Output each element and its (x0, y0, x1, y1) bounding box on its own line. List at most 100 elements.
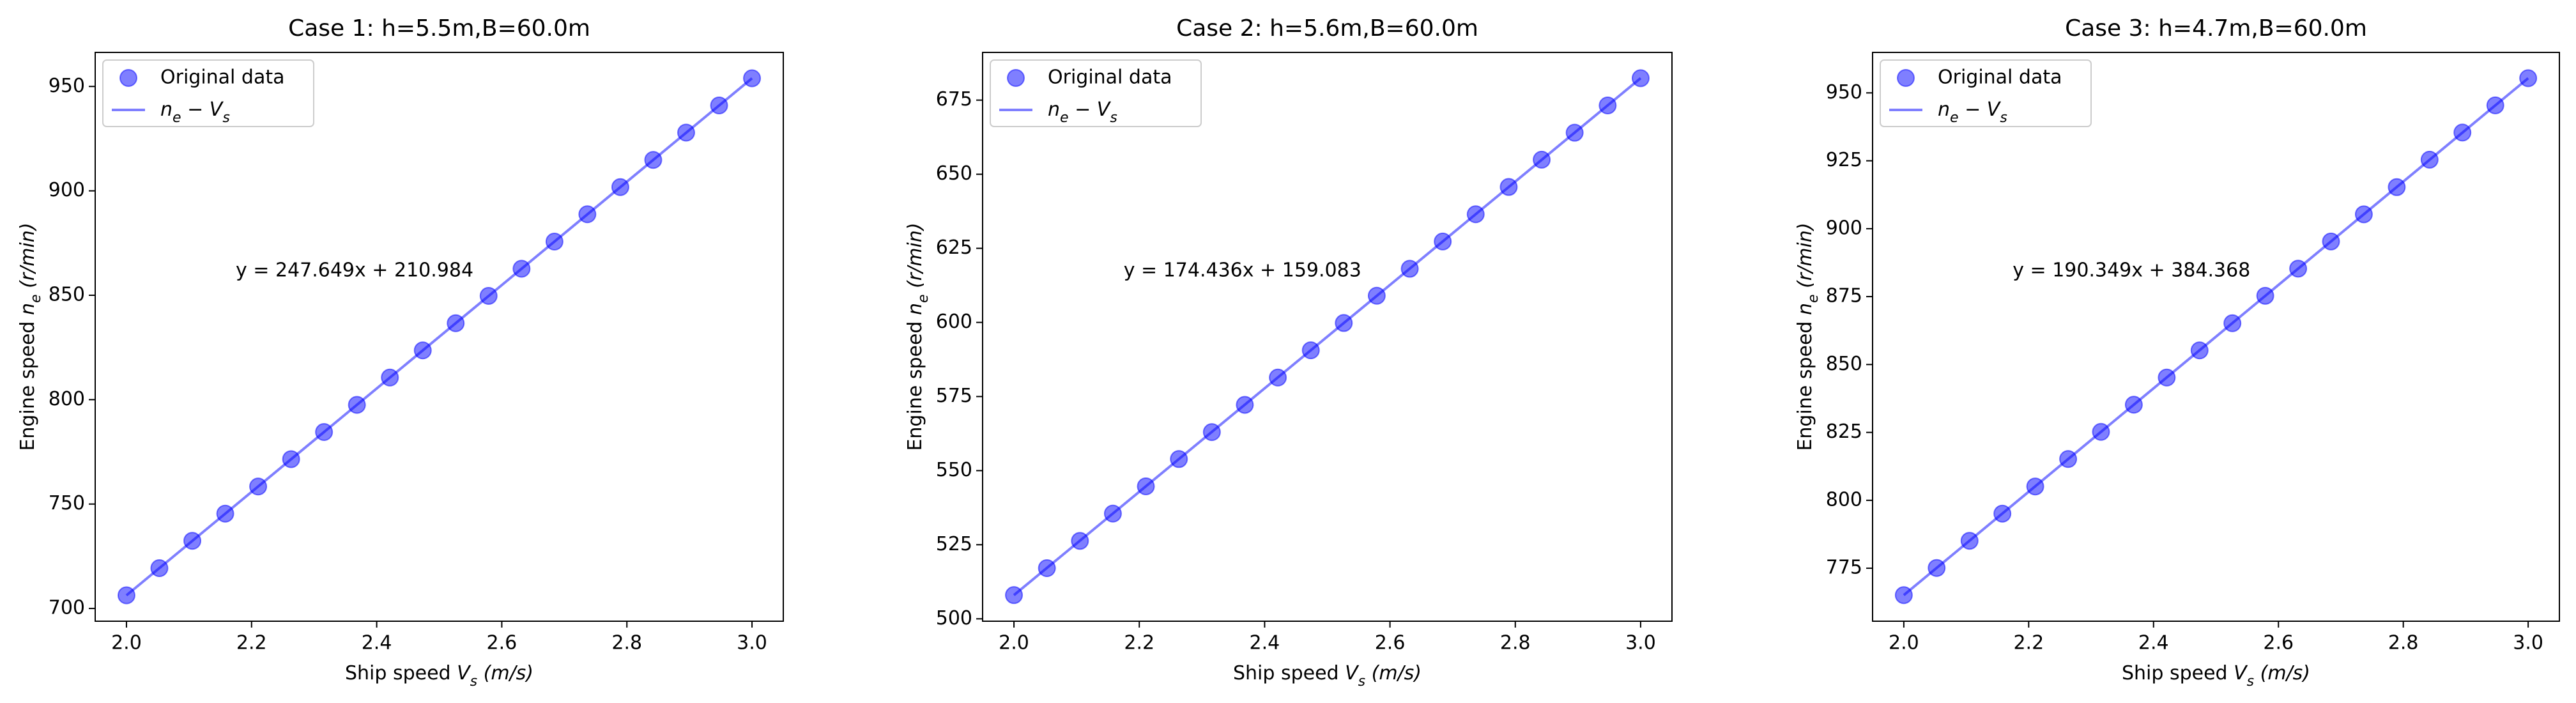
legend-label-part: n (1048, 98, 1060, 121)
legend-label-part: n (160, 98, 172, 121)
y-tick-label: 800 (1826, 488, 1862, 511)
data-point (216, 504, 234, 523)
x-axis-label-part: Ship speed (2122, 662, 2234, 684)
data-point (479, 286, 498, 305)
legend-label: ne − Vs (160, 98, 230, 126)
y-axis-label-part: Engine speed (17, 315, 39, 451)
data-point (2190, 341, 2209, 360)
y-axis-label: Engine speed ne (r/min) (17, 222, 44, 451)
y-axis-label-part: n (904, 303, 926, 315)
data-point (1598, 97, 1617, 115)
legend-marker (1007, 69, 1025, 87)
legend-label-part: s (2000, 110, 2007, 126)
legend-marker (1897, 69, 1915, 87)
chart-title: Case 1: h=5.5m,B=60.0m (288, 15, 590, 42)
data-point (381, 368, 399, 387)
legend-label: ne − Vs (1048, 98, 1117, 126)
data-point (2158, 368, 2176, 387)
annotation: y = 174.436x + 159.083 (1124, 259, 1361, 281)
x-tick-label: 3.0 (1625, 632, 1656, 654)
data-point (1533, 150, 1551, 169)
data-point (1565, 123, 1584, 142)
data-point (1631, 69, 1650, 88)
x-tick-label: 2.8 (2388, 632, 2419, 654)
y-tick-label: 875 (1826, 285, 1862, 307)
data-point (2354, 205, 2373, 224)
data-point (2289, 259, 2308, 278)
data-point (413, 341, 432, 360)
legend-label: Original data (1048, 66, 1172, 89)
y-axis-label-part: (r/min) (904, 222, 926, 294)
y-tick-label: 550 (936, 459, 972, 481)
legend-box (1880, 59, 2092, 127)
x-tick-label: 2.2 (2013, 632, 2044, 654)
y-axis-label-part: e (28, 294, 44, 303)
x-tick-label: 2.0 (999, 632, 1029, 654)
x-tick-label: 2.6 (2263, 632, 2294, 654)
data-point (2453, 123, 2472, 142)
legend-label-part: e (172, 110, 181, 126)
x-axis-label-part: (m/s) (2254, 662, 2310, 684)
x-tick-label: 3.0 (737, 632, 767, 654)
legend-label: Original data (160, 66, 285, 89)
x-axis-label-part: V (2234, 662, 2248, 684)
y-tick-label: 700 (49, 597, 85, 619)
data-point (1335, 314, 1353, 332)
data-point (1499, 178, 1518, 196)
y-axis-label: Engine speed ne (r/min) (904, 222, 931, 451)
chart-title: Case 2: h=5.6m,B=60.0m (1176, 15, 1478, 42)
x-tick-label: 2.4 (1250, 632, 1280, 654)
legend-label: Original data (1938, 66, 2062, 89)
y-tick-label: 800 (49, 388, 85, 410)
y-axis-label-part: e (916, 294, 931, 303)
data-point (611, 178, 629, 196)
legend-label-part: − (1959, 98, 1987, 121)
data-point (578, 205, 597, 224)
y-tick-label: 850 (1826, 353, 1862, 375)
data-point (2059, 450, 2078, 468)
data-point (1960, 532, 1979, 550)
x-axis-label: Ship speed Vs (m/s) (1233, 662, 1422, 690)
y-axis-label-part: Engine speed (1794, 315, 1816, 451)
x-axis-label-part: V (1345, 662, 1360, 684)
data-point (447, 314, 465, 332)
data-point (2322, 232, 2340, 251)
x-tick-label: 3.0 (2513, 632, 2543, 654)
y-tick-label: 950 (49, 75, 85, 97)
x-tick-label: 2.4 (362, 632, 392, 654)
data-point (2420, 150, 2439, 169)
legend-label-part: s (222, 110, 229, 126)
axes-frame (1872, 52, 2560, 622)
x-axis-label-part: Ship speed (1233, 662, 1345, 684)
legend-label: ne − Vs (1938, 98, 2007, 126)
data-point (117, 586, 135, 605)
data-point (1301, 341, 1320, 360)
x-axis-label: Ship speed Vs (m/s) (345, 662, 533, 690)
legend-box (990, 59, 1202, 127)
data-point (282, 450, 300, 468)
y-tick-label: 750 (49, 492, 85, 514)
data-point (743, 69, 762, 88)
y-tick-label: 775 (1826, 557, 1862, 579)
data-point (1236, 396, 1254, 414)
legend-box (102, 59, 314, 127)
data-point (2388, 178, 2406, 196)
x-tick-label: 2.6 (1375, 632, 1406, 654)
x-tick-label: 2.2 (236, 632, 267, 654)
data-point (1466, 205, 1485, 224)
x-axis-label-part: V (457, 662, 471, 684)
x-tick-label: 2.6 (487, 632, 518, 654)
legend-label-part: − (181, 98, 210, 121)
y-tick-label: 575 (936, 385, 972, 407)
x-tick-label: 2.0 (1889, 632, 1919, 654)
x-axis-label-part: (m/s) (1365, 662, 1422, 684)
y-tick-label: 925 (1826, 149, 1862, 171)
x-tick-label: 2.2 (1124, 632, 1154, 654)
y-axis-label-part: (r/min) (1794, 222, 1816, 294)
data-point (2026, 477, 2044, 496)
y-tick-label: 625 (936, 236, 972, 259)
data-point (1269, 368, 1287, 387)
data-point (150, 559, 169, 578)
legend-label-part: V (1097, 98, 1112, 121)
data-point (183, 532, 202, 550)
